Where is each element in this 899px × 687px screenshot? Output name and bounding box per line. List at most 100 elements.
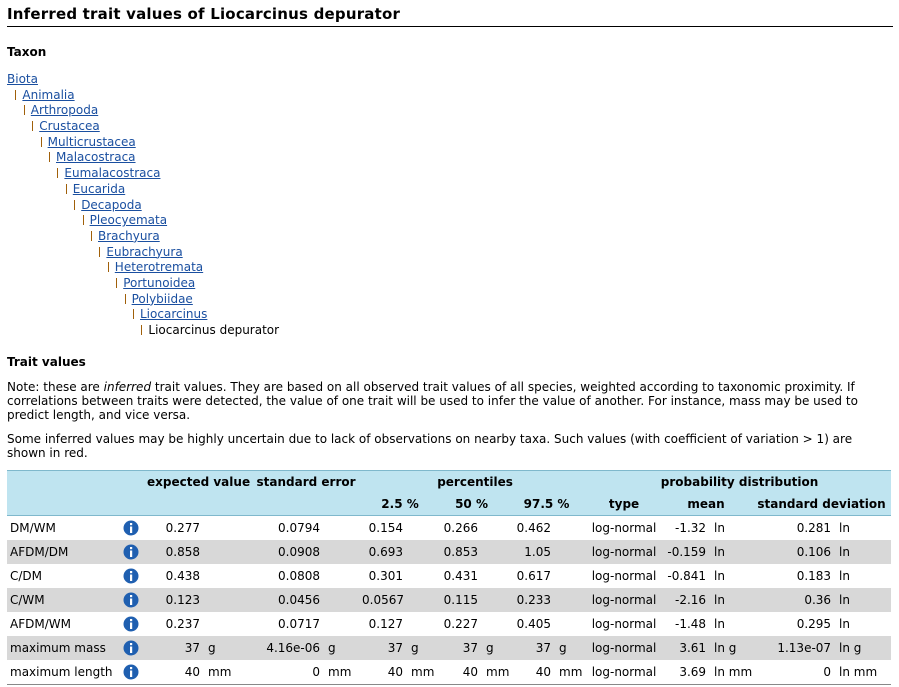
unit-cell [202, 539, 251, 564]
value-cell: 0.0456 [250, 587, 323, 612]
tree-branch [74, 199, 76, 210]
tree-branch [57, 168, 59, 179]
info-icon[interactable] [123, 664, 139, 680]
unit-cell: ln [714, 520, 725, 535]
unit-cell: ln [708, 539, 753, 564]
taxon-link[interactable]: Heterotremata [114, 260, 204, 275]
value-cell: 0.183 [796, 568, 832, 583]
trait-row: AFDM/DM 0.858 0.0908 0.693 0.853 1.05 log-norm… [7, 539, 892, 564]
unit-cell: g [322, 635, 363, 660]
info-icon[interactable] [123, 544, 139, 560]
header-row: expected value standard error percentile… [7, 469, 892, 493]
unit-cell: ln mm [708, 659, 752, 685]
info-cell [115, 587, 147, 612]
header-cell: type [588, 492, 661, 516]
value-cell: 0.36 [752, 587, 834, 612]
info-icon[interactable] [123, 520, 139, 536]
unit-cell [405, 564, 438, 588]
trait-name: maximum length [7, 659, 115, 685]
unit-cell [480, 539, 506, 564]
taxon-link[interactable]: Crustacea [39, 119, 100, 134]
unit-cell [202, 587, 251, 612]
value-cell: 0.295 [796, 616, 832, 631]
tree-item: Multicrustacea [7, 135, 892, 151]
info-cell [115, 612, 147, 636]
unit-cell: ln [714, 616, 725, 631]
value-cell: 0.281 [796, 520, 832, 535]
taxon-link[interactable]: Biota [7, 72, 38, 86]
trait-row: AFDM/WM 0.237 0.0717 0.127 0.227 0.405 log-nor… [7, 612, 891, 636]
unit-cell [322, 564, 362, 588]
taxon-link[interactable]: Eucarida [72, 181, 126, 196]
header-cell [7, 469, 147, 493]
unit-cell [480, 515, 505, 540]
tree-item: Biota [7, 72, 892, 88]
header-cell: mean [660, 492, 753, 516]
unit-cell [553, 587, 589, 612]
taxon-link[interactable]: Decapoda [81, 197, 142, 212]
value-cell: 0.438 [165, 568, 200, 583]
taxon-link[interactable]: Animalia [22, 87, 75, 102]
info-cell [115, 635, 147, 660]
info-icon[interactable] [123, 568, 139, 584]
taxon-link[interactable]: Arthropoda [30, 103, 99, 118]
taxon-link[interactable]: Pleocyemata [89, 213, 168, 228]
info-cell [115, 515, 147, 540]
value-cell: 37 [505, 635, 554, 660]
tree-item: Brachyura [7, 229, 892, 245]
tree-item: Pleocyemata [7, 213, 892, 229]
tree-item: Eubrachyura [7, 245, 892, 261]
tree-item: Eucarida [7, 182, 892, 198]
value-cell: 0.858 [147, 539, 202, 564]
value-cell: 0.106 [752, 539, 834, 564]
unit-cell [553, 612, 588, 636]
tree-branch [65, 183, 68, 194]
tree-item: Eumalacostraca [7, 166, 892, 182]
taxon-link[interactable]: Multicrustacea [47, 134, 136, 149]
value-cell: 40 [147, 659, 202, 685]
trait-name: C/DM [10, 568, 43, 583]
unit-cell [405, 515, 438, 540]
unit-cell [405, 539, 439, 564]
trait-row: C/WM 0.123 0.0456 0.0567 0.115 0.233 log-norma… [7, 587, 892, 612]
trait-name: AFDM/DM [7, 539, 115, 564]
header-row: 2.5 % 50 % 97.5 % type mean standard dev… [7, 492, 892, 516]
table-body: DM/WM 0.277 0.0794 0.154 0.266 0.462 log-norma… [7, 515, 892, 685]
taxon-link[interactable]: Brachyura [98, 228, 160, 243]
value-cell: 0.266 [443, 520, 479, 535]
note-text: Note: these are [7, 379, 104, 394]
taxon-link[interactable]: Eubrachyura [106, 244, 183, 259]
tree-item: Portunoidea [7, 276, 892, 292]
unit-cell [553, 539, 589, 564]
taxonomy-tree: Biota Animalia Arthropoda Crustacea Multicru… [7, 72, 892, 339]
unit-cell [480, 564, 505, 588]
trait-row: maximum length 40 mm 0 mm 40 mm 40 mm 40 mm log-nor… [7, 659, 892, 685]
info-icon[interactable] [123, 640, 139, 656]
info-icon[interactable] [123, 616, 139, 632]
type-cell: log-normal [588, 587, 661, 612]
unit-cell: ln mm [833, 659, 892, 685]
taxon-link[interactable]: Portunoidea [123, 275, 196, 290]
tree-branch [141, 325, 143, 335]
header-cell: standard error [250, 469, 363, 493]
unit-cell: ln [833, 539, 892, 564]
uncertainty-note: Some inferred values may be highly uncer… [7, 431, 853, 460]
unit-cell [322, 612, 362, 636]
unit-cell: g [405, 635, 439, 660]
tree-item: Malacostraca [7, 150, 892, 166]
trait-row: maximum mass 37 g 4.16e-06 g 37 g 37 g 37 g log-nor… [7, 635, 892, 660]
tree-item: Liocarcinus [7, 307, 892, 323]
value-cell: 0.0794 [278, 520, 321, 535]
info-icon[interactable] [123, 592, 139, 608]
taxon-link[interactable]: Polybiidae [131, 291, 193, 306]
value-cell: 3.61 [660, 635, 709, 660]
tree-item: Arthropoda [7, 103, 892, 119]
taxon-link[interactable]: Malacostraca [56, 150, 136, 165]
unit-cell: mm [480, 659, 509, 685]
value-cell: 0.301 [368, 568, 404, 583]
unit-cell [322, 539, 363, 564]
taxon-link[interactable]: Eumalacostraca [64, 166, 161, 181]
taxon-link[interactable]: Liocarcinus [140, 307, 208, 322]
tree-branch [99, 246, 101, 257]
